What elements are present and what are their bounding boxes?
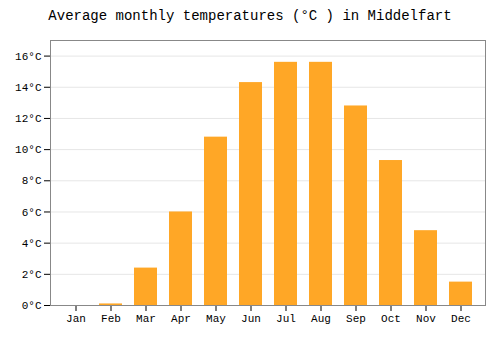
svg-text:12°C: 12°C [15, 113, 42, 125]
svg-text:8°C: 8°C [22, 175, 42, 187]
svg-text:6°C: 6°C [22, 206, 42, 218]
svg-text:0°C: 0°C [22, 300, 42, 312]
svg-text:Nov: Nov [416, 313, 436, 325]
svg-text:Feb: Feb [101, 313, 121, 325]
svg-text:4°C: 4°C [22, 238, 42, 250]
svg-text:Jul: Jul [276, 313, 296, 325]
svg-text:Sep: Sep [346, 313, 366, 325]
svg-text:14°C: 14°C [15, 82, 42, 94]
svg-text:Dec: Dec [451, 313, 471, 325]
svg-text:Mar: Mar [136, 313, 156, 325]
svg-text:May: May [206, 313, 226, 325]
svg-text:Jan: Jan [66, 313, 86, 325]
svg-text:10°C: 10°C [15, 144, 42, 156]
html-text:Average monthly temperatures (: Average monthly temperatures (°C ) in Mi… [48, 8, 452, 24]
svg-text:2°C: 2°C [22, 269, 42, 281]
svg-text:Oct: Oct [381, 313, 401, 325]
svg-text:Aug: Aug [311, 313, 331, 325]
svg-text:Apr: Apr [171, 313, 191, 325]
svg-text:Jun: Jun [241, 313, 261, 325]
svg-text:16°C: 16°C [15, 51, 42, 63]
